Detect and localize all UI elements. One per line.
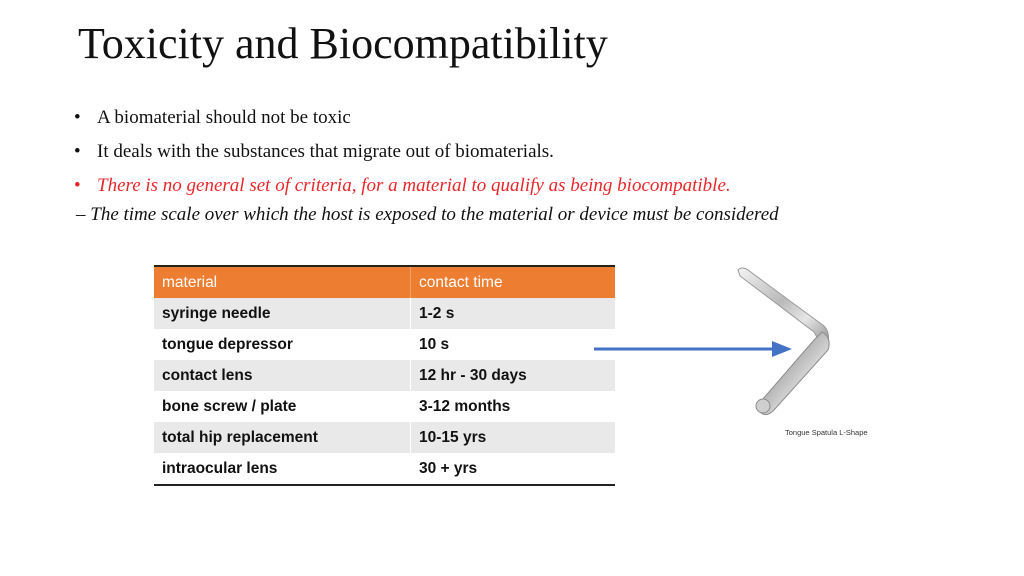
material-cell: tongue depressor xyxy=(154,329,411,360)
image-caption: Tongue Spatula L-Shape xyxy=(785,428,868,437)
bullet-marker: • xyxy=(74,141,81,162)
bullet-marker: • xyxy=(74,175,81,196)
contact-time-cell: 3-12 months xyxy=(410,391,615,422)
bullet-marker: • xyxy=(74,107,81,128)
sub-bullet-text: – The time scale over which the host is … xyxy=(76,204,779,225)
bullet-item-highlighted: • There is no general set of criteria, f… xyxy=(74,169,731,203)
contact-time-cell: 1-2 s xyxy=(410,298,615,329)
material-cell: syringe needle xyxy=(154,298,411,329)
table-header-row: material contact time xyxy=(154,265,615,298)
contact-time-table: material contact time syringe needle 1-2… xyxy=(154,265,615,486)
table-row: bone screw / plate 3-12 months xyxy=(154,391,615,422)
column-header-material: material xyxy=(154,265,411,298)
contact-time-cell: 12 hr - 30 days xyxy=(410,360,615,391)
bullet-item: • A biomaterial should not be toxic xyxy=(74,101,731,135)
contact-time-cell: 10 s xyxy=(410,329,615,360)
table-row: syringe needle 1-2 s xyxy=(154,298,615,329)
table-row: tongue depressor 10 s xyxy=(154,329,615,360)
arrow-right-icon xyxy=(594,341,792,357)
material-cell: contact lens xyxy=(154,360,411,391)
tongue-spatula-image xyxy=(737,267,830,416)
table-row: intraocular lens 30 + yrs xyxy=(154,453,615,486)
slide-title: Toxicity and Biocompatibility xyxy=(78,19,608,68)
bullet-text: There is no general set of criteria, for… xyxy=(97,175,731,196)
bullet-list: • A biomaterial should not be toxic • It… xyxy=(74,101,731,203)
contact-time-cell: 10-15 yrs xyxy=(410,422,615,453)
table-row: contact lens 12 hr - 30 days xyxy=(154,360,615,391)
bullet-text: It deals with the substances that migrat… xyxy=(97,141,554,162)
material-cell: intraocular lens xyxy=(154,453,411,486)
table-row: total hip replacement 10-15 yrs xyxy=(154,422,615,453)
contact-time-cell: 30 + yrs xyxy=(410,453,615,486)
bullet-item: • It deals with the substances that migr… xyxy=(74,135,731,169)
bullet-text: A biomaterial should not be toxic xyxy=(97,107,351,128)
material-cell: total hip replacement xyxy=(154,422,411,453)
material-cell: bone screw / plate xyxy=(154,391,411,422)
column-header-contact-time: contact time xyxy=(410,265,615,298)
